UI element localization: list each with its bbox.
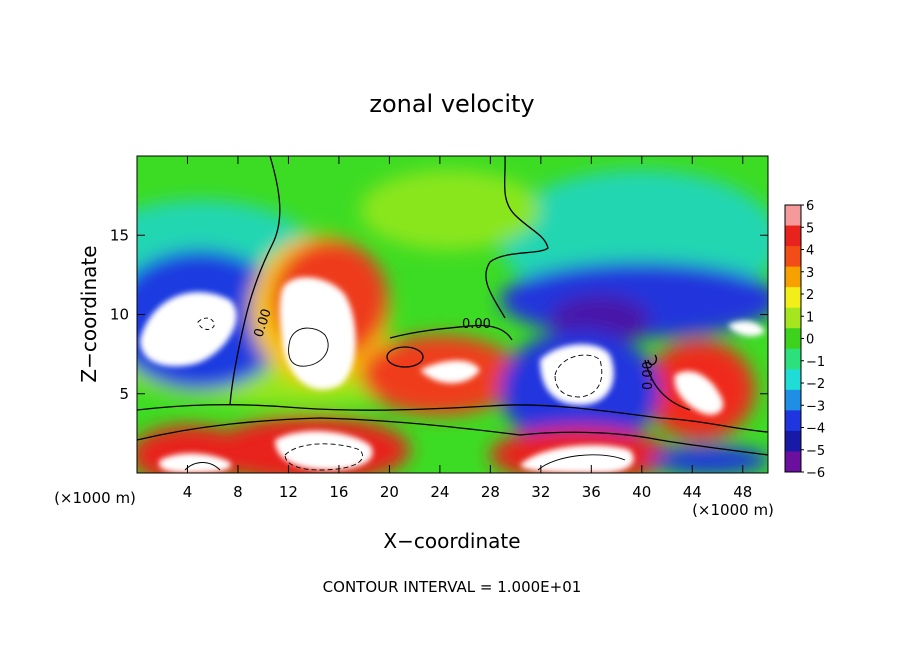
x-tick-label: 32: [531, 483, 550, 501]
colorbar-swatch: [785, 348, 801, 370]
x-tick-label: 28: [481, 483, 500, 501]
contour-lines: [137, 156, 768, 456]
contour-lines-thin: [184, 317, 626, 471]
colorbar-tick-label: −2: [806, 377, 825, 392]
colorbar-tick-label: 2: [806, 288, 814, 303]
colorbar-tick-label: −6: [806, 466, 825, 481]
x-tick-label: 8: [233, 483, 243, 501]
contour-label: 0.00: [462, 317, 491, 332]
contour-interval-note: CONTOUR INTERVAL = 1.000E+01: [323, 578, 582, 596]
colorbar-tick-label: −1: [806, 355, 825, 370]
x-tick-label: 36: [582, 483, 601, 501]
colorbar-tick-label: −4: [806, 422, 825, 437]
chart-title: zonal velocity: [369, 90, 534, 118]
colorbar-tick-label: −5: [806, 444, 825, 459]
x-tick-label: 40: [632, 483, 651, 501]
colorbar-tick-label: 0: [806, 333, 814, 348]
y-tick-label: 5: [119, 385, 129, 403]
x-axis-ticks: 4 8 12 16 20 24 28 32 36 40 44 48: [183, 156, 752, 501]
colorbar-swatch: [785, 389, 801, 411]
x-tick-label: 24: [430, 483, 449, 501]
x-tick-label: 48: [733, 483, 752, 501]
colorbar-tick-label: 6: [806, 199, 814, 214]
colorbar-swatch: [785, 430, 801, 452]
y-unit-label: (×1000 m): [54, 489, 136, 507]
x-unit-label: (×1000 m): [692, 501, 774, 519]
y-axis-label: Z−coordinate: [77, 245, 101, 382]
colorbar-swatch: [785, 246, 801, 268]
heatmap-field: [137, 156, 768, 473]
colorbar-tick-label: 3: [806, 266, 814, 281]
colorbar-swatch: [785, 307, 801, 329]
colorbar-swatch: [785, 451, 801, 473]
colorbar-tick-label: 5: [806, 221, 814, 236]
x-tick-label: 4: [183, 483, 193, 501]
y-tick-label: 10: [110, 306, 129, 324]
x-tick-label: 44: [683, 483, 702, 501]
colorbar-swatch: [785, 369, 801, 391]
x-tick-label: 12: [279, 483, 298, 501]
x-tick-label: 16: [329, 483, 348, 501]
colorbar-tick-label: −3: [806, 399, 825, 414]
colorbar-swatch: [785, 328, 801, 350]
colorbar-tick-label: 1: [806, 310, 814, 325]
contour-label: 0.00: [641, 361, 656, 390]
colorbar-swatch: [785, 225, 801, 247]
colorbar-swatch: [785, 266, 801, 288]
colorbar-swatch: [785, 205, 801, 227]
y-tick-label: 15: [110, 226, 129, 244]
colorbar-swatch: [785, 287, 801, 309]
colorbar-swatch: [785, 410, 801, 432]
y-axis-ticks: 5 10 15: [110, 226, 768, 403]
colorbar: 6 5 4 3 2 1 0 −1 −2 −3 −4 −5 −6: [784, 199, 825, 481]
colorbar-tick-label: 4: [806, 244, 814, 259]
x-tick-label: 20: [380, 483, 399, 501]
x-axis-label: X−coordinate: [383, 529, 520, 553]
